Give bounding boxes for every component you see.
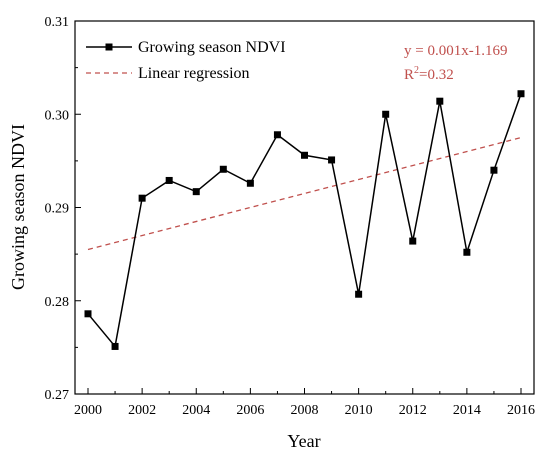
x-tick-label: 2014	[453, 403, 481, 418]
x-tick-label: 2016	[507, 403, 535, 418]
r-squared-value: =0.32	[419, 67, 454, 83]
y-tick-label: 0.28	[45, 295, 70, 310]
ndvi-point	[409, 237, 417, 245]
y-tick-label: 0.27	[45, 388, 70, 403]
ndvi-point	[192, 188, 200, 196]
x-tick-label: 2010	[345, 403, 373, 418]
x-tick-label: 2006	[236, 403, 264, 418]
ndvi-point	[111, 342, 119, 350]
y-axis: 0.27 0.28 0.29 0.30 0.31	[45, 15, 81, 403]
ndvi-point	[463, 248, 471, 256]
x-axis: 2000 2002 2004 2006 2008 2010 2012 2014 2016	[74, 388, 535, 418]
regression-equation: y = 0.001x-1.169	[404, 43, 507, 59]
ndvi-point	[219, 165, 227, 173]
y-tick-label: 0.29	[45, 202, 70, 217]
r-squared-sup: 2	[414, 65, 419, 76]
y-axis-title: Growing season NDVI	[8, 124, 28, 290]
ndvi-point	[436, 97, 444, 105]
ndvi-point	[301, 151, 308, 159]
x-tick-label: 2004	[182, 403, 210, 418]
regression-line	[87, 136, 522, 251]
r-squared: R2=0.32	[404, 65, 454, 83]
legend-ndvi-marker	[105, 43, 113, 51]
series-layer	[84, 90, 525, 350]
y-tick-label: 0.30	[45, 108, 70, 123]
legend-ndvi-label: Growing season NDVI	[138, 39, 286, 56]
ndvi-point	[246, 179, 254, 187]
ndvi-point	[138, 194, 146, 202]
ndvi-point	[490, 166, 498, 174]
ndvi-point	[328, 156, 336, 164]
ndvi-point	[273, 131, 281, 139]
x-tick-label: 2012	[399, 403, 427, 418]
y-tick-label: 0.31	[45, 15, 70, 30]
ndvi-point	[355, 290, 363, 298]
x-tick-label: 2000	[74, 403, 102, 418]
ndvi-point	[165, 176, 173, 184]
x-tick-label: 2008	[291, 403, 319, 418]
legend-regression-label: Linear regression	[138, 65, 250, 82]
r-squared-prefix: R	[404, 67, 414, 83]
ndvi-series-line	[87, 93, 522, 349]
legend: Growing season NDVI Linear regression	[86, 39, 286, 82]
x-axis-title: Year	[287, 431, 320, 451]
ndvi-point	[517, 90, 525, 98]
ndvi-point	[382, 110, 390, 118]
x-tick-label: 2002	[128, 403, 156, 418]
ndvi-point	[84, 310, 92, 318]
